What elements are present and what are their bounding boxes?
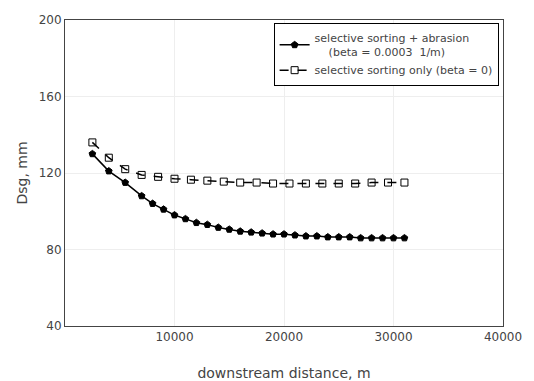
svg-text:120: 120 (39, 166, 62, 180)
svg-text:30000: 30000 (374, 330, 412, 344)
svg-text:40000: 40000 (484, 330, 522, 344)
svg-text:selective sorting only (beta =: selective sorting only (beta = 0) (315, 64, 493, 77)
svg-text:80: 80 (46, 243, 61, 257)
svg-text:selective sorting + abrasion: selective sorting + abrasion (beta = 0.0… (315, 32, 470, 59)
svg-text:downstream distance, m: downstream distance, m (197, 365, 370, 381)
svg-text:40: 40 (46, 319, 61, 333)
svg-text:160: 160 (39, 90, 62, 104)
svg-text:200: 200 (39, 13, 62, 27)
svg-text:20000: 20000 (265, 330, 303, 344)
svg-text:10000: 10000 (155, 330, 193, 344)
svg-text:Dsg, mm: Dsg, mm (14, 141, 30, 204)
